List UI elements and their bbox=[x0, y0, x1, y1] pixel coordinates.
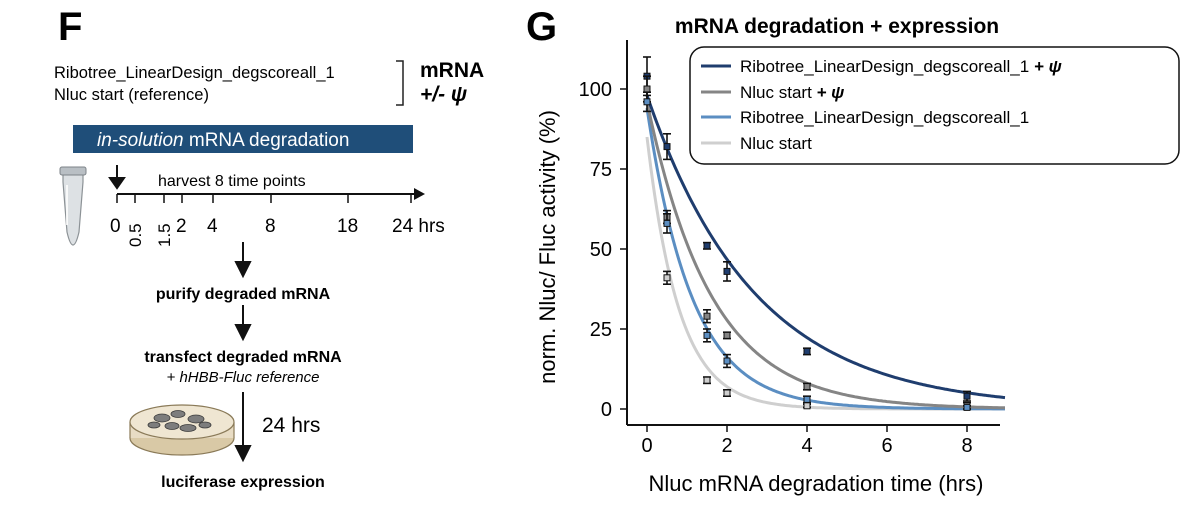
degradation-banner bbox=[73, 125, 413, 153]
data-point-series-3 bbox=[803, 402, 811, 410]
legend-name: Nluc start bbox=[740, 134, 812, 153]
fit-curve-series-0 bbox=[645, 94, 1006, 400]
y-ticks: 0 25 50 75 100 bbox=[579, 79, 627, 421]
psi-label: +/- ψ bbox=[420, 83, 467, 106]
step-purify: purify degraded mRNA bbox=[156, 286, 331, 303]
time-label-1.5: 1.5 bbox=[155, 223, 174, 247]
chart-title: mRNA degradation + expression bbox=[675, 15, 999, 38]
legend-suffix: + ψ bbox=[1029, 57, 1062, 76]
data-point-series-1 bbox=[703, 308, 711, 324]
fit-curve-series-2 bbox=[645, 107, 1005, 411]
legend: Ribotree_LinearDesign_degscoreall_1 + ψN… bbox=[689, 46, 1180, 165]
data-point-series-0 bbox=[803, 347, 811, 356]
data-point-series-2 bbox=[723, 353, 731, 369]
data-point-series-0 bbox=[703, 241, 711, 250]
data-point-series-3 bbox=[703, 376, 711, 385]
banner-rest: mRNA degradation bbox=[184, 130, 350, 151]
time-label-0: 0 bbox=[110, 216, 121, 237]
legend-entries: Ribotree_LinearDesign_degscoreall_1 + ψN… bbox=[701, 57, 1062, 153]
legend-box bbox=[689, 46, 1180, 165]
data-point-series-1 bbox=[803, 382, 811, 391]
data-point-series-2 bbox=[643, 91, 651, 113]
data-point-series-0 bbox=[723, 260, 731, 282]
incubation-label: 24 hrs bbox=[262, 414, 320, 437]
time-label-24: 24 hrs bbox=[392, 216, 445, 237]
data-points bbox=[643, 56, 971, 411]
cell-dish-icon bbox=[129, 404, 235, 456]
step-reference-name: hHBB-Fluc reference bbox=[179, 369, 319, 386]
timeline-ticks bbox=[116, 194, 412, 203]
x-axis-label: Nluc mRNA degradation time (hrs) bbox=[648, 471, 983, 496]
legend-label-series-3: Nluc start bbox=[740, 134, 812, 153]
data-point-series-2 bbox=[803, 395, 811, 404]
construct-bracket bbox=[396, 60, 404, 106]
step-reference-prefix: + bbox=[167, 369, 180, 386]
panel-f: F Ribotree_LinearDesign_degscoreall_1 Nl… bbox=[54, 5, 484, 491]
construct-label-reference: Nluc start (reference) bbox=[54, 86, 209, 104]
data-point-series-0 bbox=[663, 133, 671, 161]
x-tick-label: 2 bbox=[721, 435, 732, 457]
x-tick-label: 4 bbox=[801, 435, 812, 457]
data-point-series-0 bbox=[963, 390, 971, 402]
degradation-banner-text: in-solution mRNA degradation bbox=[97, 130, 349, 151]
banner-italic: in-solution bbox=[97, 130, 184, 151]
mrna-label: mRNA bbox=[420, 59, 484, 82]
timeline-arrowhead bbox=[414, 188, 425, 200]
time-label-0.5: 0.5 bbox=[126, 223, 145, 247]
legend-name: Ribotree_LinearDesign_degscoreall_1 bbox=[740, 108, 1029, 127]
legend-name: Ribotree_LinearDesign_degscoreall_1 bbox=[740, 57, 1029, 76]
legend-label-series-2: Ribotree_LinearDesign_degscoreall_1 bbox=[740, 108, 1029, 127]
y-tick-label: 75 bbox=[590, 159, 612, 181]
start-arrow bbox=[108, 165, 126, 190]
fit-curve-series-1 bbox=[645, 101, 1005, 410]
step-final: luciferase expression bbox=[161, 474, 325, 491]
legend-suffix: + ψ bbox=[812, 83, 845, 102]
flow-arrow-3 bbox=[234, 392, 252, 463]
legend-label-series-1: Nluc start + ψ bbox=[740, 83, 844, 102]
y-tick-label: 100 bbox=[579, 79, 612, 101]
time-label-18: 18 bbox=[337, 216, 358, 237]
x-tick-label: 8 bbox=[961, 435, 972, 457]
time-label-8: 8 bbox=[265, 216, 276, 237]
flow-arrow-1 bbox=[234, 242, 252, 279]
time-label-2: 2 bbox=[176, 216, 187, 237]
fit-curves bbox=[645, 94, 1006, 411]
data-point-series-3 bbox=[723, 388, 731, 398]
step-reference: + hHBB-Fluc reference bbox=[167, 369, 320, 386]
y-tick-label: 50 bbox=[590, 239, 612, 261]
x-tick-label: 6 bbox=[881, 435, 892, 457]
step-transfect: transfect degraded mRNA bbox=[144, 349, 342, 366]
data-point-series-2 bbox=[703, 328, 711, 343]
data-point-series-2 bbox=[663, 213, 671, 234]
legend-name: Nluc start bbox=[740, 83, 812, 102]
x-tick-label: 0 bbox=[641, 435, 652, 457]
tube-icon bbox=[59, 166, 87, 246]
data-point-series-3 bbox=[663, 270, 671, 286]
panel-f-letter: F bbox=[58, 5, 82, 49]
data-point-series-1 bbox=[723, 331, 731, 340]
panel-g: G mRNA degradation + expression norm. Nl… bbox=[526, 5, 1180, 496]
y-axis-label: norm. Nluc/ Fluc activity (%) bbox=[535, 110, 560, 384]
y-tick-label: 25 bbox=[590, 319, 612, 341]
y-tick-label: 0 bbox=[601, 399, 612, 421]
construct-label-designed: Ribotree_LinearDesign_degscoreall_1 bbox=[54, 64, 335, 82]
time-label-4: 4 bbox=[207, 216, 218, 237]
flow-arrow-2 bbox=[234, 305, 252, 342]
x-ticks: 0 2 4 6 8 bbox=[641, 425, 973, 457]
legend-label-series-0: Ribotree_LinearDesign_degscoreall_1 + ψ bbox=[740, 57, 1062, 76]
harvest-label: harvest 8 time points bbox=[158, 173, 306, 190]
data-point-series-2 bbox=[963, 403, 971, 411]
panel-g-letter: G bbox=[526, 5, 557, 49]
